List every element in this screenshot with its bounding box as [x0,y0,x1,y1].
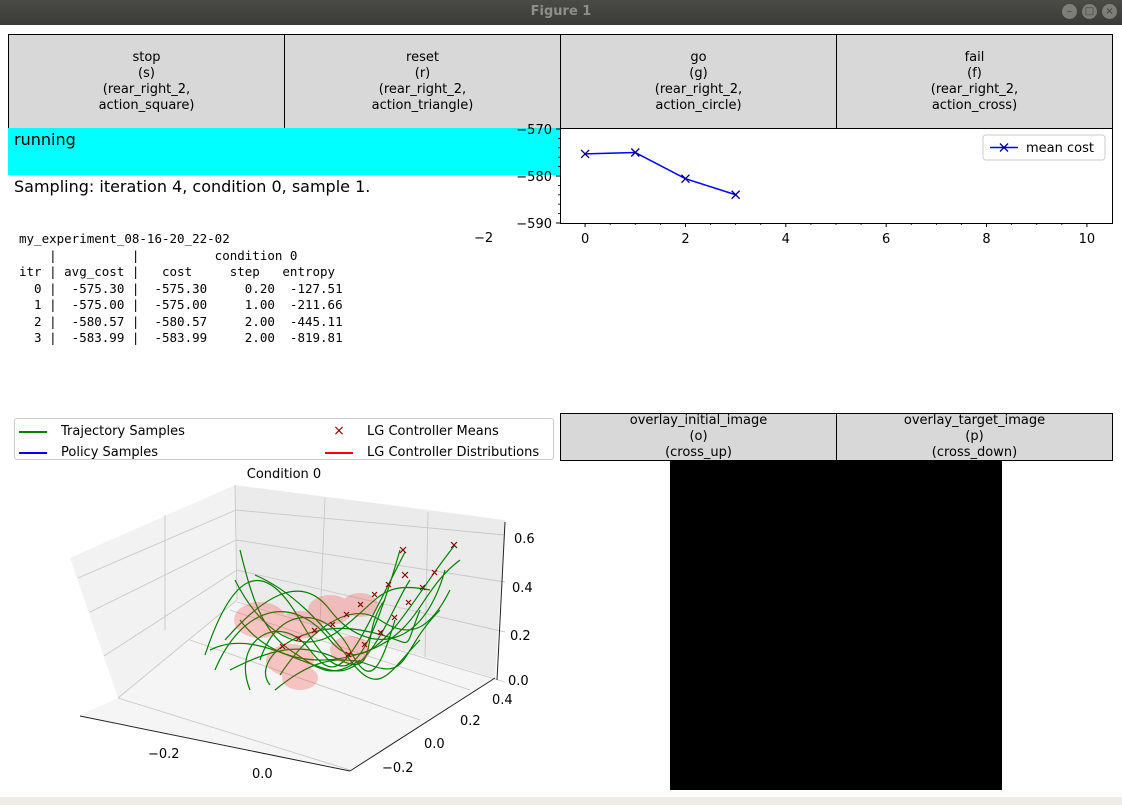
legend-item-policy-samples: Policy Samples [19,445,158,460]
fail-button-label: fail (f) (rear_right_2, action_cross) [930,49,1019,113]
legend-mean-cost-label: mean cost [1026,141,1094,156]
y-tick-label: −580 [516,170,552,185]
trajectory-legend: Trajectory Samples Policy Samples × LG C… [14,418,554,460]
reset-button[interactable]: reset (r) (rear_right_2, action_triangle… [284,34,561,129]
x-tick-label: 4 [782,232,790,247]
x-marker-icon: × [333,423,345,439]
mean-cost-point [580,149,590,159]
window-title: Figure 1 [530,4,592,19]
camera-image-view [670,460,1002,790]
status-indicator [8,128,560,175]
y-tick-label: −0.2 [382,761,414,776]
close-icon[interactable]: × [1102,4,1117,19]
window-titlebar: Figure 1 – □ × [0,0,1122,25]
stray-tick-label: −2 [474,231,494,246]
y-tick-label: 0.0 [424,737,445,752]
plot3d-back-pane-right [235,485,505,678]
x-tick-label: 6 [882,232,890,247]
x-tick-label: 8 [982,232,990,247]
reset-button-label: reset (r) (rear_right_2, action_triangle… [371,49,474,113]
plot3d-floor-pane [80,600,495,770]
stop-button-label: stop (s) (rear_right_2, action_square) [98,49,195,113]
go-button[interactable]: go (g) (rear_right_2, action_circle) [560,34,837,129]
x-tick-label: 0 [581,232,589,247]
mean-cost-plot-frame [560,128,1113,224]
mean-cost-series-line [585,151,736,196]
overlay-target-image-label: overlay_target_image (p) (cross_down) [903,413,1046,460]
legend-item-lg-controller-distributions: LG Controller Distributions [325,445,539,460]
controller-means [279,541,458,658]
z-tick-label: 0.4 [512,581,533,596]
plot3d-back-pane-left [70,485,237,698]
y-tick-label: 0.2 [460,714,481,729]
x-tick-label: 0.0 [252,767,273,782]
y-tick-label: −590 [516,217,552,232]
mean-cost-point [630,148,640,157]
overlay-target-image-button[interactable]: overlay_target_image (p) (cross_down) [836,413,1113,461]
legend-label: Policy Samples [61,445,159,460]
controller-distributions [234,593,378,690]
window-bottom-edge [0,797,1122,805]
z-tick-label: 0.2 [510,629,531,644]
minimize-icon[interactable]: – [1062,4,1077,19]
trajectory-samples [204,544,461,691]
legend-label: Trajectory Samples [61,424,185,439]
plot3d-axes [79,521,506,772]
maximize-icon[interactable]: □ [1082,4,1097,19]
stop-button[interactable]: stop (s) (rear_right_2, action_square) [8,34,285,129]
overlay-initial-image-label: overlay_initial_image (o) (cross_up) [629,413,768,460]
z-tick-label: 0.6 [514,532,535,547]
legend-item-lg-controller-means: × LG Controller Means [325,423,499,439]
trajectory-3d-plot: Condition 0 [70,467,535,782]
mean-cost-legend: mean cost [982,134,1106,161]
y-tick-label: −570 [516,123,552,138]
x-tick-label: −0.2 [148,747,180,762]
go-button-label: go (g) (rear_right_2, action_circle) [654,49,743,113]
x-tick-label: 10 [1079,232,1096,247]
red-line-icon [325,451,353,454]
legend-x-marker-icon [999,143,1009,152]
y-tick-label: 0.4 [492,693,513,708]
legend-item-trajectory-samples: Trajectory Samples [19,424,185,439]
x-tick-label: 2 [681,232,689,247]
z-tick-label: 0.0 [508,674,529,689]
status-text: running [14,130,76,149]
sampling-status-text: Sampling: iteration 4, condition 0, samp… [14,177,371,196]
overlay-initial-image-button[interactable]: overlay_initial_image (o) (cross_up) [560,413,837,461]
green-line-icon [19,430,47,433]
experiment-results-table: my_experiment_08-16-20_22-02 | | conditi… [19,231,343,345]
blue-line-icon [19,451,47,454]
plot3d-title: Condition 0 [247,467,321,482]
legend-label: LG Controller Distributions [367,445,540,460]
mean-cost-point [680,174,690,184]
legend-label: LG Controller Means [367,423,499,439]
mean-cost-plot: 0 2 4 6 8 10 −570 −580 −590 mean cost [516,123,1106,247]
mean-cost-point [731,190,741,200]
fail-button[interactable]: fail (f) (rear_right_2, action_cross) [836,34,1113,129]
